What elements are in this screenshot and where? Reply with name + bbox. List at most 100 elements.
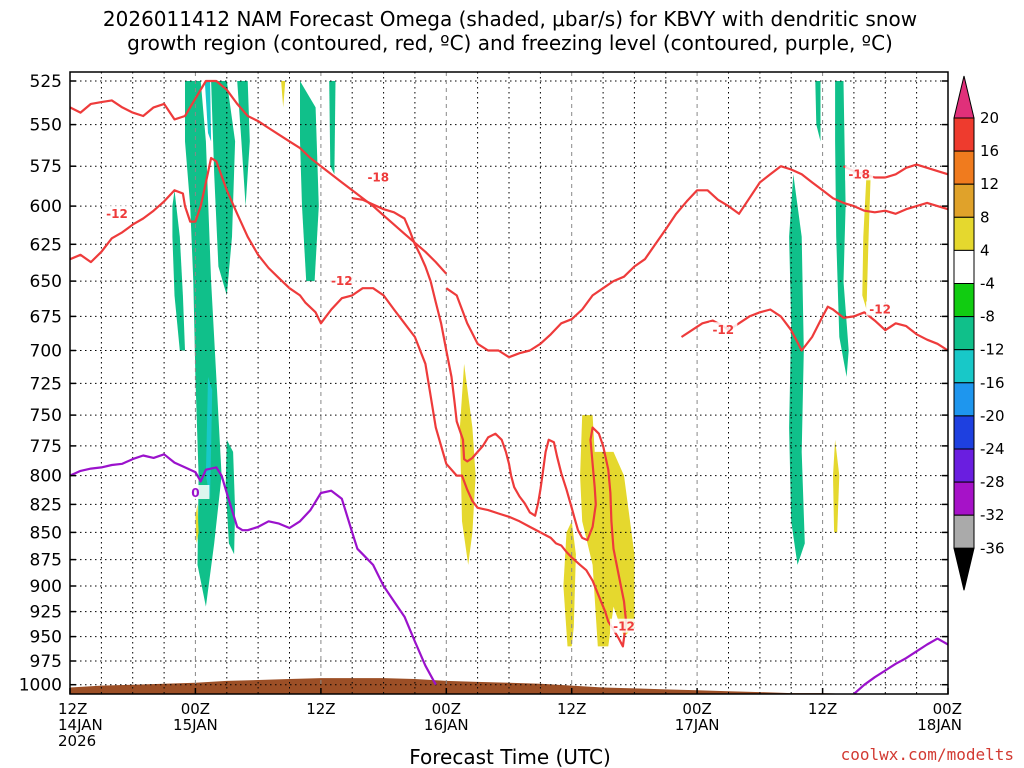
x-tick-label-72-0: 12Z [808,700,837,718]
colorbar-bin-9 [953,382,975,417]
x-tick-label-0-2: 2026 [58,732,96,750]
omega-region-9 [835,81,849,377]
colorbar-label-13: -36 [980,539,1005,557]
colorbar-bin-13 [953,514,975,549]
colorbar-label-11: -28 [980,473,1005,491]
colorbar-bin-6 [953,283,975,318]
y-tick-label-550: 550 [30,116,62,136]
y-tick-label-625: 625 [30,235,62,255]
omega-region-17 [862,174,871,310]
y-tick-label-775: 775 [30,437,62,457]
y-tick-label-925: 925 [30,603,62,623]
omega-region-1 [185,81,222,607]
credit-text: coolwx.com/modelts [841,745,1014,764]
contour-purple-6 [853,637,948,694]
x-tick-label-24-0: 12Z [306,700,335,718]
omega-region-8 [815,81,821,142]
y-tick-label-675: 675 [30,307,62,327]
contour-label-bg-6 [866,301,895,316]
x-tick-label-0-0: 12Z [58,700,87,718]
x-tick-label-60-0: 00Z [682,700,711,718]
colorbar-label-6: -8 [980,308,995,326]
y-axis-ticks: 525 550 575 600 625 650 675 700 725 750 775 800 825 8… [19,72,948,696]
colorbar-bin-12 [953,481,975,516]
colorbar-bin-11 [953,448,975,483]
omega-region-2 [211,81,236,296]
y-tick-label-575: 575 [30,157,62,177]
y-tick-label-525: 525 [30,72,62,92]
x-tick-label-0-1: 14JAN [58,716,103,734]
y-tick-label-1000: 1000 [19,676,62,696]
contour-red-3 [70,79,448,275]
y-tick-label-600: 600 [30,197,62,217]
colorbar-label-1: 16 [980,142,999,160]
y-tick-label-950: 950 [30,628,62,648]
colorbar-bin-10 [953,415,975,450]
omega-region-4 [237,81,250,207]
colorbar-label-9: -20 [980,407,1005,425]
x-axis-label: Forecast Time (UTC) [409,745,611,768]
colorbar-label-2: 12 [980,175,999,193]
colorbar-bin-2 [953,150,975,185]
omega-region-10 [204,81,212,142]
contour-label-6: -12 [869,303,891,317]
contour-red-1 [445,165,948,359]
contour-label-bg-0 [103,205,131,220]
colorbar-top-triangle [953,75,975,119]
colorbar-bin-5 [953,249,975,284]
omega-region-6 [329,81,336,175]
y-tick-label-875: 875 [30,551,62,571]
x-tick-label-36-0: 00Z [432,700,461,718]
chart-title-line-2: growth region (contoured, red, ºC) and f… [127,31,893,55]
y-tick-label-850: 850 [30,523,62,543]
omega-region-12 [281,81,286,108]
y-tick-label-650: 650 [30,272,62,292]
omega-region-14 [459,363,476,565]
colorbar-bin-1 [953,117,975,152]
y-tick-label-975: 975 [30,652,62,672]
contour-label-5: -18 [848,167,870,181]
omega-region-0 [172,190,185,351]
contour-label-bg-5 [845,166,874,181]
contour-label-bg-4 [709,322,738,337]
y-tick-label-800: 800 [30,467,62,487]
contour-labels: -12 -18 -12 -12 -12 -18 -12 0 [103,166,895,634]
omega-region-18 [833,439,840,533]
colorbar-label-7: -12 [980,341,1005,359]
terrain-area [70,678,948,694]
omega-region-3 [225,439,236,555]
contour-label-7: 0 [191,486,199,500]
contour-label-bg-3 [610,618,638,633]
y-tick-label-750: 750 [30,406,62,426]
contour-label-bg-7 [181,485,210,499]
contour-label-bg-2 [327,273,356,288]
colorbar-bin-4 [953,216,975,251]
x-tick-label-84-0: 00Z [933,700,962,718]
contour-purple-5 [70,453,437,686]
y-tick-label-900: 900 [30,577,62,597]
x-tick-label-36-1: 16JAN [424,716,469,734]
contour-label-2: -12 [331,274,353,288]
omega-region-15 [563,521,576,647]
colorbar-label-8: -16 [980,374,1005,392]
colorbar-bin-7 [953,316,975,351]
contour-red-0 [70,156,628,648]
y-tick-label-725: 725 [30,374,62,394]
contour-label-0: -12 [106,207,128,221]
omega-region-13 [195,504,199,544]
contour-label-1: -18 [367,171,389,185]
contour-label-bg-1 [364,169,393,184]
x-tick-label-48-0: 12Z [557,700,586,718]
y-tick-label-825: 825 [30,495,62,515]
colorbar-label-4: 4 [980,241,990,259]
omega-region-7 [789,174,805,565]
colorbar-label-0: 20 [980,109,999,127]
y-tick-label-700: 700 [30,342,62,362]
x-tick-label-60-1: 17JAN [675,716,720,734]
colorbar-bin-8 [953,349,975,384]
omega-region-5 [300,81,319,282]
x-tick-label-12-0: 00Z [181,700,210,718]
surface-terrain [70,678,948,694]
